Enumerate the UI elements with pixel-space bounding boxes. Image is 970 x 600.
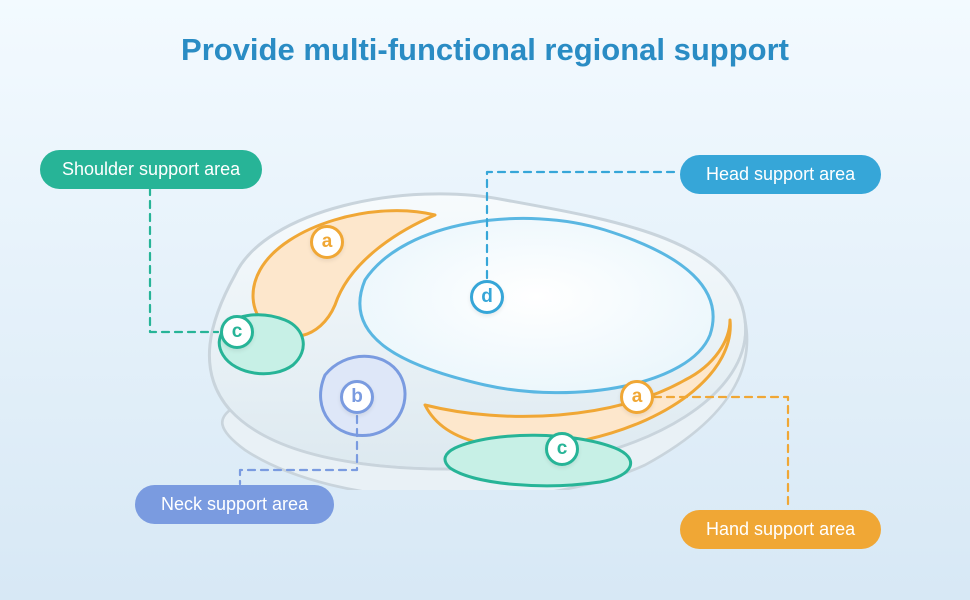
badge-letter: d (481, 286, 493, 308)
region-hand-right (445, 435, 631, 485)
badge-letter: a (322, 231, 333, 253)
badge-b-neck: b (340, 380, 374, 414)
label-hand-support: Hand support area (680, 510, 881, 549)
badge-letter: b (351, 386, 363, 408)
label-head-support: Head support area (680, 155, 881, 194)
badge-letter: c (557, 438, 568, 460)
badge-c-hand-right: c (545, 432, 579, 466)
badge-letter: c (232, 321, 243, 343)
label-shoulder-support: Shoulder support area (40, 150, 262, 189)
pillow-illustration (175, 170, 775, 490)
badge-c-hand-left: c (220, 315, 254, 349)
label-neck-support: Neck support area (135, 485, 334, 524)
badge-letter: a (632, 386, 643, 408)
badge-d-head: d (470, 280, 504, 314)
pillow-svg (175, 170, 775, 490)
badge-a-shoulder-right: a (620, 380, 654, 414)
diagram-canvas: Provide multi-functional regional suppor… (0, 0, 970, 600)
badge-a-shoulder-left: a (310, 225, 344, 259)
page-title: Provide multi-functional regional suppor… (0, 32, 970, 68)
